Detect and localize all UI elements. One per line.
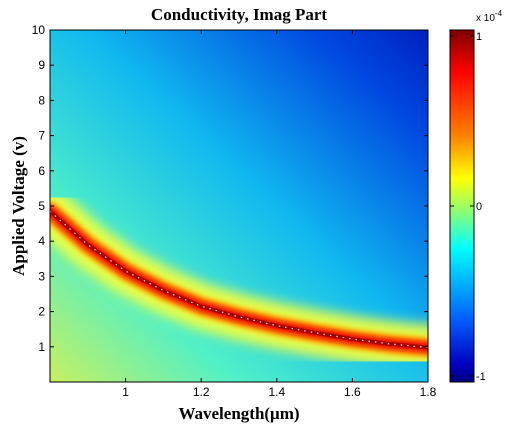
x-tick-label: 1 <box>122 385 129 399</box>
x-tick-label: 1.8 <box>420 385 437 399</box>
y-axis-ticks: 1 2 3 4 5 6 7 8 9 10 <box>32 23 428 354</box>
colorbar-tick-label: 1 <box>476 31 482 43</box>
colorbar-exponent-base: x 10 <box>476 13 495 24</box>
x-axis-label: Wavelength(μm) <box>178 404 299 423</box>
y-tick-label: 8 <box>38 93 45 107</box>
colorbar-ticks: 1 0 -1 <box>450 31 486 383</box>
colorbar-tick-label: -1 <box>476 371 486 383</box>
x-tick-label: 1.2 <box>193 385 210 399</box>
colorbar-exponent: x 10-4 <box>476 9 503 24</box>
y-tick-label: 1 <box>38 340 45 354</box>
y-tick-label: 9 <box>38 58 45 72</box>
x-tick-label: 1.4 <box>268 385 285 399</box>
y-tick-label: 10 <box>32 23 46 37</box>
colorbar-exponent-power: -4 <box>495 9 503 18</box>
y-tick-label: 7 <box>38 129 45 143</box>
heatmap-bands <box>50 188 428 371</box>
y-tick-label: 2 <box>38 305 45 319</box>
x-tick-label: 1.6 <box>344 385 361 399</box>
chart-title: Conductivity, Imag Part <box>151 5 327 24</box>
x-axis-ticks: 1 1.2 1.4 1.6 1.8 <box>122 30 437 399</box>
plot-area <box>50 30 428 382</box>
y-tick-label: 6 <box>38 164 45 178</box>
ridge-center-darkred <box>50 209 428 350</box>
y-tick-label: 4 <box>38 234 45 248</box>
y-axis-label: Applied Voltage (v) <box>9 136 28 276</box>
y-tick-label: 3 <box>38 269 45 283</box>
y-tick-label: 5 <box>38 199 45 213</box>
colorbar-tick-label: 0 <box>476 201 482 213</box>
